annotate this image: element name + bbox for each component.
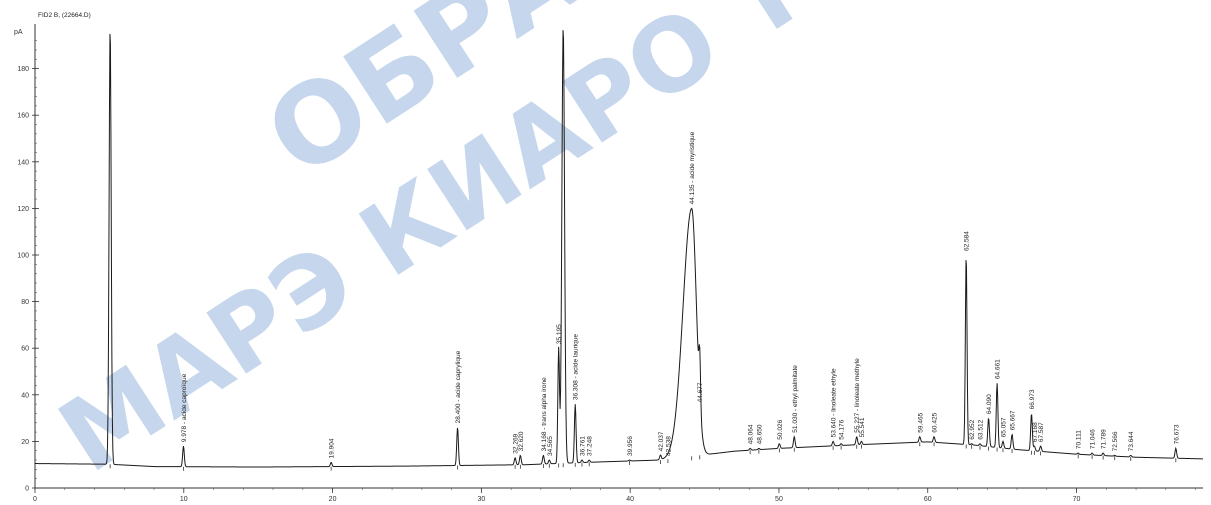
peak-label: 62.584 [964,231,971,251]
y-unit-label: pA [14,29,23,36]
peak-label: 71.046 [1090,429,1097,449]
peak-label: 42.037 [658,431,665,451]
axes [34,24,1203,489]
peak-label: 53.640 - linoleate ethyle [831,368,838,437]
peak-label: 54.176 [839,419,846,439]
y-tick-label: 60 [21,346,29,353]
y-tick-label: 160 [17,113,29,120]
peak-markers [109,442,1177,471]
peak-label: 62.952 [969,419,976,439]
x-tick-label: 70 [1073,496,1081,503]
peak-label: 48.064 [748,424,755,444]
x-tick-label: 0 [33,496,37,503]
peak-label: 76.673 [1173,424,1180,444]
axis-ticks: 0 20 40 60 80 100 120 140 160 180 0 10 20 30 40 50 60 70 [17,40,1196,503]
peak-label: 37.248 [587,436,594,456]
peak-label: 36.308 - acide laurique [573,334,580,401]
y-tick-label: 100 [17,253,29,260]
peak-label: 35.195 [556,324,563,344]
y-tick-label: 180 [17,66,29,73]
peak-label: 34.168 - trans alpha irone [541,377,548,451]
x-tick-label: 50 [775,496,783,503]
peak-label: 50.026 [777,419,784,439]
peak-label: 48.650 [756,424,763,444]
peak-label: 70.111 [1076,430,1083,449]
y-tick-label: 140 [17,159,29,166]
peak-label: 55.541 [859,417,866,437]
y-tick-label: 0 [25,486,29,493]
peak-label: 28.400 - acide caprylique [455,350,462,423]
peak-label: 9.978 - acide caproïque [181,373,188,442]
x-tick-label: 10 [180,496,188,503]
peak-label: 64.661 [995,359,1002,379]
peak-label: 65.667 [1010,410,1017,430]
peak-label: 64.090 [986,394,993,414]
watermark: ОБРАЗЕЦ МАРЭ КИАРО ТЕК [39,0,952,495]
peak-label: 34.565 [547,436,554,456]
peak-label: 67.587 [1038,422,1045,442]
y-tick-label: 120 [17,206,29,213]
peak-label: 65.057 [1001,417,1008,437]
peak-label: 60.425 [932,412,939,432]
peak-label: 71.789 [1101,429,1108,449]
peak-label: 36.761 [580,436,587,456]
peak-label: 42.538 [665,436,672,456]
peak-label: 44.677 [697,382,704,402]
y-tick-label: 80 [21,299,29,306]
peak-label: 67.168 [1032,422,1039,442]
x-tick-label: 40 [626,496,634,503]
chromatogram-trace [35,30,1204,468]
peak-label: 73.644 [1128,431,1135,451]
x-tick-label: 30 [477,496,485,503]
peak-label: 32.620 [518,431,525,451]
signal-header: FID2 B, (22664.D) [38,12,91,19]
peak-labels: 9.978 - acide caproïque 19.904 28.400 - ac… [181,131,1180,458]
y-tick-label: 20 [21,439,29,446]
peak-label: 32.269 [513,433,520,453]
peak-label: 19.904 [329,438,336,458]
peak-label: 66.973 [1029,389,1036,409]
peak-label: 63.512 [978,419,985,439]
x-tick-label: 20 [329,496,337,503]
peak-label: 44.135 - acide myristique [689,131,696,204]
peak-label: 51.030 - ethyl palmitate [792,365,799,433]
peak-label: 59.465 [917,412,924,432]
peak-label: 39.956 [627,436,634,456]
peak-label: 72.566 [1112,431,1119,451]
peak-label: 55.227 - linoleate methyle [854,358,861,433]
y-tick-label: 40 [21,392,29,399]
x-tick-label: 60 [924,496,932,503]
